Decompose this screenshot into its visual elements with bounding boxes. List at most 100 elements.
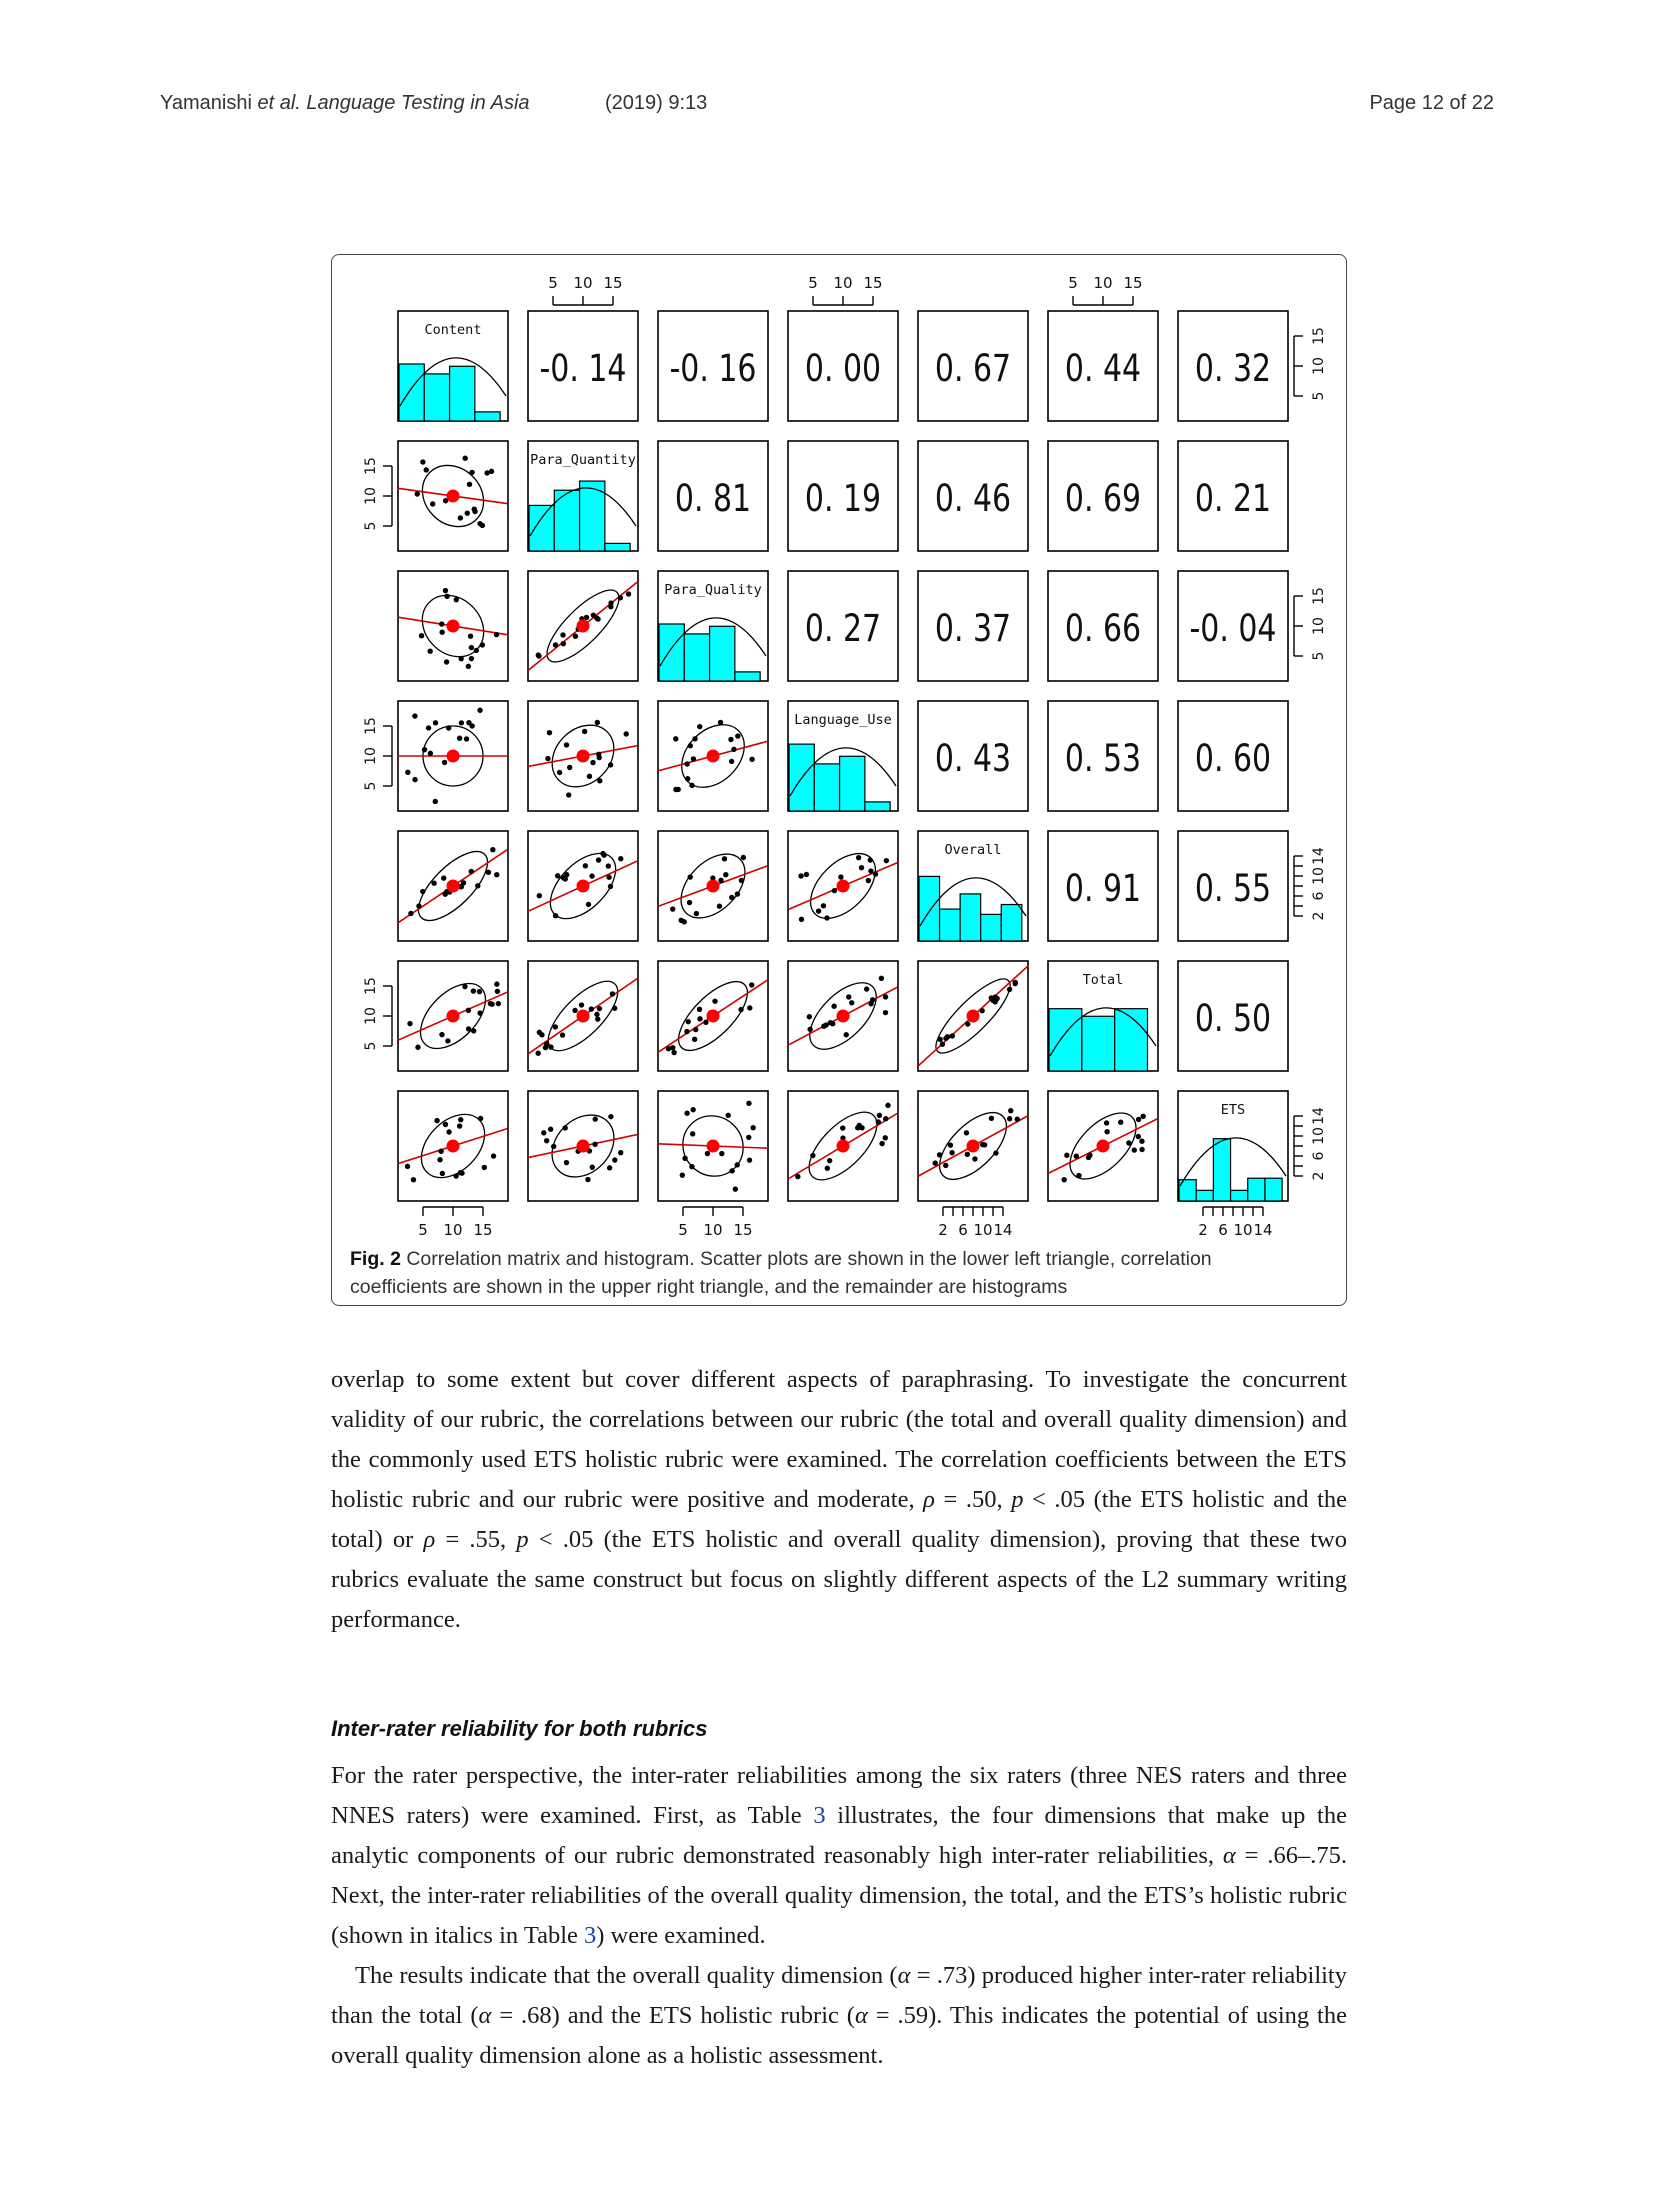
scatter-point bbox=[456, 1123, 463, 1129]
scatter-point bbox=[589, 873, 595, 879]
scatter-point bbox=[858, 864, 865, 871]
scatter-point bbox=[1140, 1113, 1146, 1120]
scatter-point bbox=[481, 1164, 488, 1171]
scatter-point bbox=[865, 877, 872, 884]
scatter-point bbox=[693, 1026, 699, 1033]
scatter-point bbox=[608, 1113, 614, 1120]
scatter-point bbox=[988, 1115, 995, 1122]
axis-tick-label: 10 bbox=[1311, 867, 1327, 885]
scatter-point bbox=[807, 1026, 813, 1032]
axis-tick-label: 5 bbox=[548, 274, 558, 292]
scatter-point bbox=[535, 1050, 541, 1056]
scatter-point bbox=[710, 875, 716, 881]
scatter-point bbox=[464, 510, 470, 516]
scatter-point bbox=[416, 903, 422, 909]
scatter-point bbox=[556, 769, 563, 776]
scatter-point bbox=[484, 470, 490, 476]
table-3-link[interactable]: 3 bbox=[584, 1922, 597, 1949]
scatter-point bbox=[611, 1005, 618, 1011]
scatter-point bbox=[879, 1140, 885, 1147]
scatter-point bbox=[1104, 1128, 1110, 1135]
confidence-ellipse bbox=[422, 725, 484, 787]
confidence-ellipse bbox=[677, 980, 749, 1052]
scatter-point bbox=[445, 1038, 451, 1044]
mean-point bbox=[576, 1009, 590, 1023]
scatter-point bbox=[601, 852, 607, 858]
scatter-point bbox=[468, 644, 475, 651]
scatter-point bbox=[703, 1019, 709, 1026]
variable-label-bg bbox=[791, 707, 895, 729]
scatter-point bbox=[675, 786, 681, 793]
axis-tick-label: 2 bbox=[1311, 1172, 1327, 1181]
table-3-link[interactable]: 3 bbox=[813, 1802, 826, 1829]
scatter-point bbox=[470, 988, 477, 994]
scatter-point bbox=[826, 1157, 833, 1164]
scatter-point bbox=[456, 735, 463, 741]
scatter-point bbox=[572, 1007, 578, 1014]
axis-tick-label: 5 bbox=[1311, 392, 1327, 401]
scatter-point bbox=[405, 769, 411, 776]
mean-point bbox=[576, 1139, 590, 1153]
scatter-point bbox=[869, 997, 876, 1003]
axis-tick-label: 10 bbox=[1311, 1127, 1327, 1145]
correlation-coefficient: 0. 69 bbox=[1065, 477, 1141, 520]
scatter-point bbox=[442, 587, 449, 594]
scatter-point bbox=[830, 1021, 836, 1027]
scatter-point bbox=[476, 988, 483, 995]
correlation-coefficient: 0. 37 bbox=[935, 607, 1011, 650]
scatter-point bbox=[612, 1157, 618, 1163]
scatter-point bbox=[937, 1036, 943, 1042]
correlation-coefficient: 0. 60 bbox=[1195, 737, 1271, 780]
scatter-point bbox=[1008, 1107, 1014, 1114]
scatter-point bbox=[543, 1137, 550, 1144]
scatter-point bbox=[460, 880, 467, 886]
scatter-point bbox=[458, 884, 465, 890]
scatter-point bbox=[458, 720, 465, 726]
correlation-coefficient: -0. 16 bbox=[670, 347, 757, 390]
scatter-point bbox=[535, 652, 542, 658]
scatter-point bbox=[427, 750, 434, 757]
panel-frame bbox=[1047, 440, 1159, 552]
density-curve bbox=[659, 617, 767, 667]
panel-frame bbox=[1047, 570, 1159, 682]
panel-frame bbox=[1177, 570, 1289, 682]
scatter-point bbox=[686, 899, 693, 906]
scatter-point bbox=[965, 1021, 971, 1027]
mean-point bbox=[576, 879, 590, 893]
scatter-point bbox=[684, 1028, 690, 1035]
scatter-point bbox=[477, 1115, 484, 1122]
scatter-point bbox=[438, 621, 445, 627]
correlation-coefficient: 0. 81 bbox=[675, 477, 751, 520]
scatter-point bbox=[590, 759, 596, 766]
histogram-bar bbox=[1195, 1189, 1214, 1202]
scatter-point bbox=[716, 903, 723, 909]
scatter-point bbox=[554, 873, 561, 879]
scatter-point bbox=[824, 915, 830, 921]
scatter-point bbox=[883, 1116, 889, 1122]
mean-point bbox=[576, 619, 590, 633]
figure-label: Fig. 2 bbox=[350, 1248, 401, 1270]
scatter-point bbox=[596, 1005, 603, 1012]
scatter-point bbox=[566, 792, 572, 798]
scatter-point bbox=[477, 707, 483, 713]
scatter-point bbox=[947, 1142, 954, 1148]
scatter-point bbox=[438, 1148, 444, 1154]
scatter-point bbox=[432, 798, 438, 805]
mean-point bbox=[446, 1009, 460, 1023]
axis-tick-label: 15 bbox=[603, 274, 622, 292]
histogram-bar bbox=[604, 542, 631, 552]
scatter-point bbox=[1006, 1116, 1013, 1122]
histogram-bar bbox=[734, 671, 761, 682]
scatter-point bbox=[738, 1006, 744, 1013]
mean-point bbox=[446, 619, 460, 633]
scatter-point bbox=[1139, 1146, 1145, 1153]
scatter-point bbox=[585, 1176, 591, 1183]
scatter-point bbox=[943, 1162, 949, 1169]
scatter-point bbox=[795, 1173, 801, 1180]
scatter-point bbox=[552, 912, 559, 919]
histogram-bar bbox=[1000, 903, 1023, 942]
confidence-ellipse bbox=[939, 1112, 1007, 1180]
scatter-point bbox=[594, 1011, 600, 1018]
mean-point bbox=[836, 1139, 850, 1153]
scatter-point bbox=[1139, 1138, 1145, 1144]
